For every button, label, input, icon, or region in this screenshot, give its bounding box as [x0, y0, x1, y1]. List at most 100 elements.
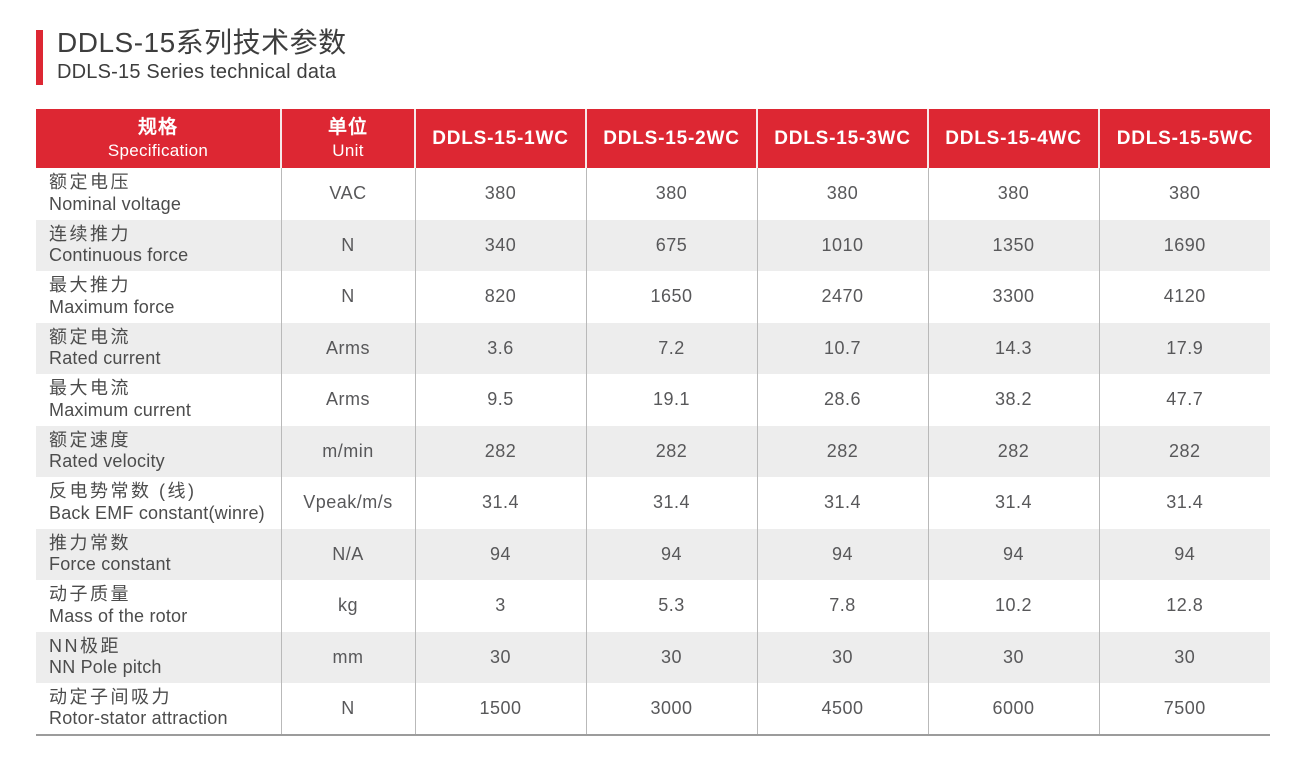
spec-label-zh: 动子质量 [49, 584, 131, 605]
unit-cell: m/min [280, 425, 415, 477]
value-cell: 1650 [585, 271, 757, 323]
table-row: 最大电流 Maximum current Arms 9.5 19.1 28.6 38.2 47… [36, 374, 1270, 426]
header-cell-unit: 单位 Unit [280, 109, 415, 168]
value-cell: 19.1 [585, 374, 757, 426]
spec-label-en: Mass of the rotor [49, 605, 188, 626]
spec-label-zh: 额定电流 [49, 326, 131, 347]
value-cell: 380 [927, 168, 1099, 220]
spec-label-en: Back EMF constant(winre) [49, 502, 265, 523]
value-cell: 1010 [756, 219, 928, 271]
value-cell: 17.9 [1098, 322, 1270, 374]
value-cell: 12.8 [1098, 580, 1270, 632]
value-cell: 1500 [414, 683, 586, 735]
value-cell: 380 [414, 168, 586, 220]
value-cell: 282 [585, 425, 757, 477]
value-cell: 380 [585, 168, 757, 220]
value-cell: 31.4 [756, 477, 928, 529]
value-cell: 282 [756, 425, 928, 477]
unit-cell: N [280, 683, 415, 735]
value-cell: 14.3 [927, 322, 1099, 374]
table-header-row: 规格 Specification 单位 Unit DDLS-15-1WC DDLS-15-… [36, 109, 1270, 168]
value-cell: 94 [756, 528, 928, 580]
value-cell: 30 [756, 631, 928, 683]
value-cell: 10.7 [756, 322, 928, 374]
spec-cell: 连续推力 Continuous force [36, 219, 281, 271]
unit-cell: mm [280, 631, 415, 683]
spec-label-en: Rated velocity [49, 451, 165, 472]
table-row: 动子质量 Mass of the rotor kg 3 5.3 7.8 10.2 12.8 [36, 580, 1270, 632]
value-cell: 31.4 [1098, 477, 1270, 529]
spec-label-zh: 动定子间吸力 [49, 686, 172, 707]
technical-data-table: 规格 Specification 单位 Unit DDLS-15-1WC DDLS-15-… [36, 109, 1270, 736]
value-cell: 30 [1098, 631, 1270, 683]
unit-cell: Vpeak/m/s [280, 477, 415, 529]
value-cell: 2470 [756, 271, 928, 323]
value-cell: 3.6 [414, 322, 586, 374]
spec-cell: 推力常数 Force constant [36, 528, 281, 580]
spec-cell: 最大推力 Maximum force [36, 271, 281, 323]
header-cell-spec: 规格 Specification [36, 109, 281, 168]
header-cell-model: DDLS-15-2WC [585, 109, 757, 168]
value-cell: 3000 [585, 683, 757, 735]
spec-label-en: Maximum current [49, 399, 192, 420]
unit-cell: VAC [280, 168, 415, 220]
page-title-zh: DDLS-15系列技术参数 [57, 27, 347, 58]
table-row: 连续推力 Continuous force N 340 675 1010 1350 1690 [36, 219, 1270, 271]
value-cell: 282 [1098, 425, 1270, 477]
spec-label-en: Nominal voltage [49, 193, 182, 214]
value-cell: 4120 [1098, 271, 1270, 323]
unit-cell: Arms [280, 374, 415, 426]
spec-label-zh: 连续推力 [49, 223, 131, 244]
unit-cell: N [280, 219, 415, 271]
spec-cell: 动定子间吸力 Rotor-stator attraction [36, 683, 281, 735]
value-cell: 94 [1098, 528, 1270, 580]
value-cell: 1350 [927, 219, 1099, 271]
value-cell: 31.4 [927, 477, 1099, 529]
value-cell: 4500 [756, 683, 928, 735]
value-cell: 282 [414, 425, 586, 477]
value-cell: 30 [927, 631, 1099, 683]
value-cell: 1690 [1098, 219, 1270, 271]
value-cell: 9.5 [414, 374, 586, 426]
value-cell: 30 [585, 631, 757, 683]
spec-cell: 反电势常数 (线) Back EMF constant(winre) [36, 477, 281, 529]
value-cell: 3 [414, 580, 586, 632]
spec-label-en: Continuous force [49, 245, 189, 266]
value-cell: 7.2 [585, 322, 757, 374]
title-accent-bar [36, 30, 43, 85]
value-cell: 30 [414, 631, 586, 683]
unit-cell: kg [280, 580, 415, 632]
spec-label-zh: 推力常数 [49, 532, 131, 553]
header-cell-spec-en: Specification [107, 140, 209, 160]
value-cell: 10.2 [927, 580, 1099, 632]
table-row: 额定速度 Rated velocity m/min 282 282 282 282 282 [36, 425, 1270, 477]
unit-cell: N/A [280, 528, 415, 580]
value-cell: 38.2 [927, 374, 1099, 426]
spec-label-zh: 最大推力 [49, 275, 131, 296]
value-cell: 380 [756, 168, 928, 220]
spec-label-en: Force constant [49, 554, 171, 575]
value-cell: 340 [414, 219, 586, 271]
value-cell: 5.3 [585, 580, 757, 632]
value-cell: 380 [1098, 168, 1270, 220]
table-row: 额定电压 Nominal voltage VAC 380 380 380 380 380 [36, 168, 1270, 220]
spec-label-zh: 反电势常数 (线) [49, 481, 197, 502]
value-cell: 675 [585, 219, 757, 271]
spec-cell: 最大电流 Maximum current [36, 374, 281, 426]
spec-label-en: Rotor-stator attraction [49, 708, 228, 729]
value-cell: 94 [414, 528, 586, 580]
value-cell: 31.4 [585, 477, 757, 529]
table-row: 反电势常数 (线) Back EMF constant(winre) Vpeak/m… [36, 477, 1270, 529]
table-body: 额定电压 Nominal voltage VAC 380 380 380 380 380 连续推… [36, 168, 1270, 735]
header-cell-model: DDLS-15-5WC [1098, 109, 1270, 168]
spec-cell: 额定电压 Nominal voltage [36, 168, 281, 220]
value-cell: 7500 [1098, 683, 1270, 735]
value-cell: 7.8 [756, 580, 928, 632]
value-cell: 94 [585, 528, 757, 580]
header-cell-model: DDLS-15-1WC [414, 109, 586, 168]
value-cell: 282 [927, 425, 1099, 477]
value-cell: 47.7 [1098, 374, 1270, 426]
table-row: 推力常数 Force constant N/A 94 94 94 94 94 [36, 528, 1270, 580]
table-header: 规格 Specification 单位 Unit DDLS-15-1WC DDLS-15-… [36, 109, 1270, 168]
